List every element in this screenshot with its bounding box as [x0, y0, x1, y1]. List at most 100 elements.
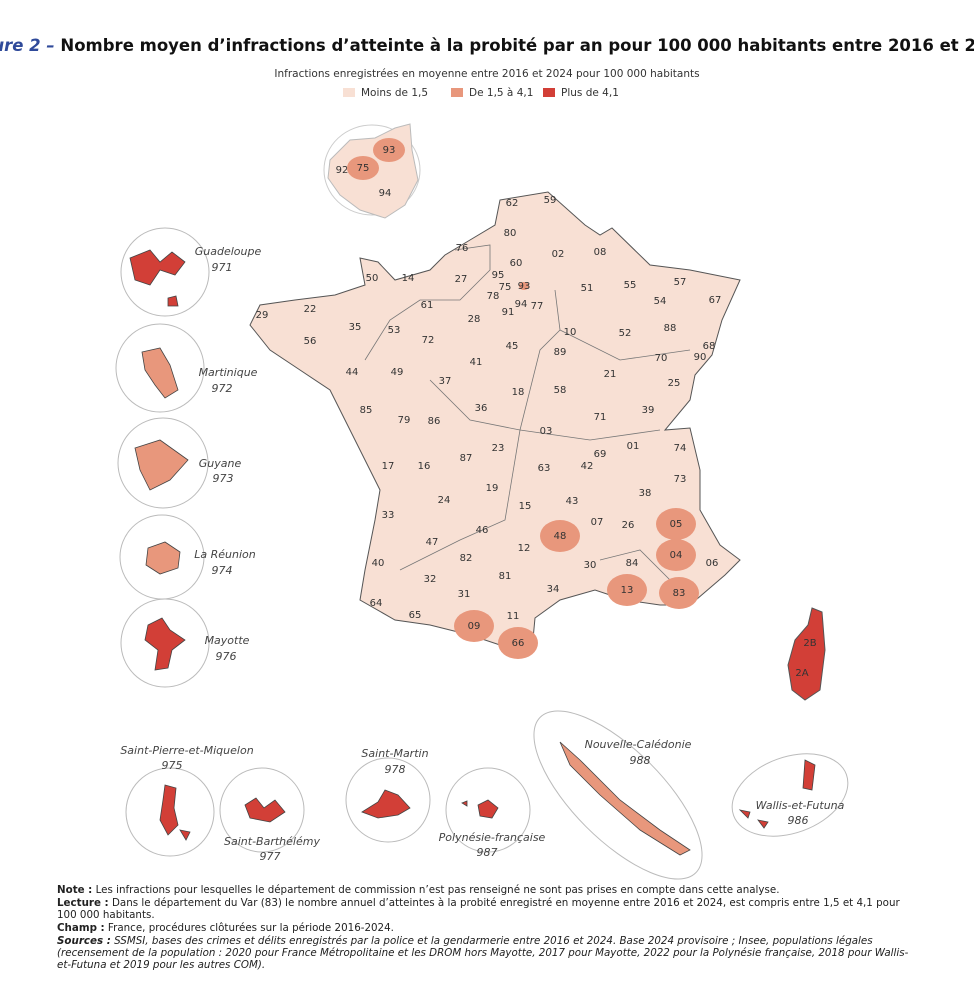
department-code: 21: [604, 369, 617, 380]
department-code: 02: [552, 249, 565, 260]
department-code: 49: [391, 367, 404, 378]
department-code: 86: [428, 416, 441, 427]
territory-code: 988: [630, 754, 651, 767]
territory-name: Nouvelle-Calédonie: [585, 738, 692, 751]
territory-code: 975: [162, 759, 183, 772]
department-area: [656, 508, 696, 540]
inset-area: [347, 156, 379, 180]
department-code: 87: [460, 453, 473, 464]
department-code: 42: [581, 461, 594, 472]
territory-frame: [345, 757, 431, 843]
department-code: 44: [346, 367, 359, 378]
region-border: [364, 244, 491, 361]
department-code: 50: [366, 273, 379, 284]
territory-code: 978: [385, 763, 406, 776]
department-code: 60: [510, 258, 523, 269]
title: Figure 2 – Nombre moyen d’infractions d’…: [0, 36, 974, 55]
territory-code: 974: [212, 564, 233, 577]
department-code: 63: [538, 463, 551, 474]
department-code: 37: [439, 376, 452, 387]
note-label: Sources :: [57, 935, 111, 947]
department-area: [498, 627, 538, 659]
department-code: 08: [594, 247, 607, 258]
department-code: 16: [418, 461, 431, 472]
department-code: 79: [398, 415, 411, 426]
territory-name: Guyane: [199, 457, 242, 470]
legend: Moins de 1,5 De 1,5 à 4,1 Plus de 4,1: [343, 87, 619, 99]
department-code: 69: [594, 449, 607, 460]
department-area: [519, 282, 529, 290]
territory-frame: [445, 767, 531, 853]
department-code: 36: [475, 403, 488, 414]
territory-frame: [117, 417, 209, 509]
territory-code: 977: [260, 850, 281, 863]
department-code: 65: [409, 610, 422, 621]
territory-name: Mayotte: [205, 634, 250, 647]
department-code: 30: [584, 560, 597, 571]
department-code: 19: [486, 483, 499, 494]
department-code: 82: [460, 553, 473, 564]
territory-code: 976: [216, 650, 237, 663]
department-code: 03: [540, 426, 553, 437]
department-code: 40: [372, 558, 385, 569]
department-code: 48: [554, 531, 567, 542]
department-code: 25: [668, 378, 681, 389]
department-code: 88: [664, 323, 677, 334]
department-code: 35: [349, 322, 362, 333]
department-code: 31: [458, 589, 471, 600]
department-code: 78: [487, 291, 500, 302]
department-code: 53: [388, 325, 401, 336]
territory-code: 972: [212, 382, 233, 395]
department-code: 10: [564, 327, 577, 338]
legend-label: De 1,5 à 4,1: [469, 87, 533, 99]
territory-frame: [533, 710, 703, 880]
note-text: Dans le département du Var (83) le nombr…: [57, 897, 900, 921]
department-code: 52: [619, 328, 632, 339]
title-text: Nombre moyen d’infractions d’atteinte à …: [60, 36, 974, 55]
region-border: [559, 329, 691, 361]
department-code: 38: [639, 488, 652, 499]
department-code: 61: [421, 300, 434, 311]
department-code: 46: [476, 525, 489, 536]
department-code: 90: [694, 352, 707, 363]
department-code: 13: [621, 585, 634, 596]
department-area: [607, 574, 647, 606]
territory-name: Saint-Pierre-et-Miquelon: [120, 744, 253, 757]
territory-name: Saint-Barthélémy: [224, 835, 320, 848]
department-code: 75: [499, 282, 512, 293]
department-code: 39: [642, 405, 655, 416]
department-code: 59: [544, 195, 557, 206]
territory-shape: [144, 617, 186, 671]
territory-shape: [134, 439, 189, 491]
territory-frame: [120, 598, 210, 688]
legend-label: Moins de 1,5: [361, 87, 428, 99]
territory-code: 987: [477, 846, 498, 859]
department-code: 91: [502, 307, 515, 318]
department-code: 04: [670, 550, 683, 561]
territory-name: Guadeloupe: [195, 245, 262, 258]
territory-shape: [738, 759, 816, 829]
inset-code: 93: [383, 145, 396, 156]
note-text: Les infractions pour lesquelles le dépar…: [95, 884, 780, 896]
territory-frame: [115, 323, 205, 413]
department-code: 23: [492, 443, 505, 454]
department-code: 32: [424, 574, 437, 585]
department-area: [540, 520, 580, 552]
department-area: [454, 610, 494, 642]
department-code: 34: [547, 584, 560, 595]
department-code: 81: [499, 571, 512, 582]
department-code: 83: [673, 588, 686, 599]
department-code: 58: [554, 385, 567, 396]
legend-swatch: [451, 88, 463, 97]
department-code: 89: [554, 347, 567, 358]
map: Figure 2 – Nombre moyen d’infractions d’…: [0, 36, 974, 880]
department-code: 74: [674, 443, 687, 454]
department-code: 11: [507, 611, 520, 622]
department-code: 68: [703, 341, 716, 352]
department-code: 06: [706, 558, 719, 569]
department-code: 70: [655, 353, 668, 364]
territory-shape: [244, 797, 286, 823]
paris-inset: 93 92 75 94: [336, 138, 405, 199]
